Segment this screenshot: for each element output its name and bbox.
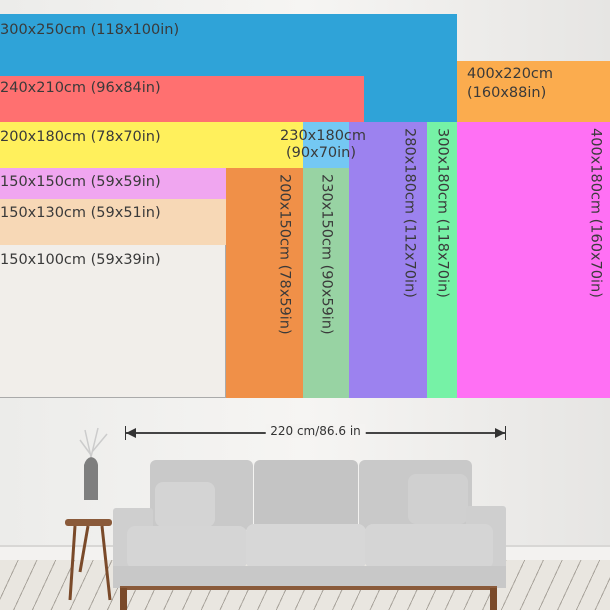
size-200x150: 200x150cm (78x59in) bbox=[226, 168, 303, 398]
size-280x180-label: 280x180cm (112x70in) bbox=[349, 122, 467, 398]
size-label: 150x150cm (59x59in) bbox=[0, 174, 161, 190]
branches bbox=[79, 427, 108, 458]
size-280x180 bbox=[349, 122, 427, 398]
size-230x180 bbox=[303, 122, 349, 168]
sofa-illustration bbox=[65, 427, 506, 610]
size-300x180: 300x180cm (118x70in) bbox=[427, 122, 457, 398]
size-230x150: 230x150cm (90x59in) bbox=[303, 168, 349, 398]
size-400x220: 400x220cm (160x88in) bbox=[457, 61, 610, 122]
size-230x180-label: 230x180cm (90x70in) bbox=[280, 127, 380, 167]
size-150x130: 150x130cm (59x51in) bbox=[0, 199, 226, 245]
size-label: 200x180cm (78x70in) bbox=[0, 129, 161, 145]
size-label: (160x88in) bbox=[467, 85, 547, 101]
size-label: 400x180cm (160x70in) bbox=[587, 128, 604, 298]
size-200x180: 200x180cm (78x70in) bbox=[0, 122, 303, 168]
size-label: 240x210cm (96x84in) bbox=[0, 80, 161, 96]
size-label: 400x220cm bbox=[467, 66, 554, 82]
size-150x100: 150x100cm (59x39in) bbox=[0, 245, 226, 398]
size-240x210: 240x210cm (96x84in) bbox=[0, 76, 364, 122]
size-150x150: 150x150cm (59x59in) bbox=[0, 168, 226, 199]
size-label: 280x180cm (112x70in) bbox=[401, 128, 418, 298]
size-label: (90x70in) bbox=[286, 145, 357, 161]
size-label: 150x130cm (59x51in) bbox=[0, 205, 161, 221]
size-label: 230x180cm bbox=[280, 128, 367, 144]
dimension-label: 220 cm/86.6 in bbox=[265, 424, 366, 438]
size-400x180: 400x180cm (160x70in) bbox=[457, 122, 610, 398]
size-label: 300x180cm (118x70in) bbox=[434, 128, 451, 298]
size-label: 230x150cm (90x59in) bbox=[318, 174, 335, 335]
size-label: 150x100cm (59x39in) bbox=[0, 252, 161, 268]
dimension-arrow: 220 cm/86.6 in bbox=[125, 424, 506, 440]
vase bbox=[84, 457, 98, 500]
size-label: 300x250cm (118x100in) bbox=[0, 22, 180, 38]
size-label: 200x150cm (78x59in) bbox=[276, 174, 293, 335]
side-table bbox=[65, 519, 112, 601]
